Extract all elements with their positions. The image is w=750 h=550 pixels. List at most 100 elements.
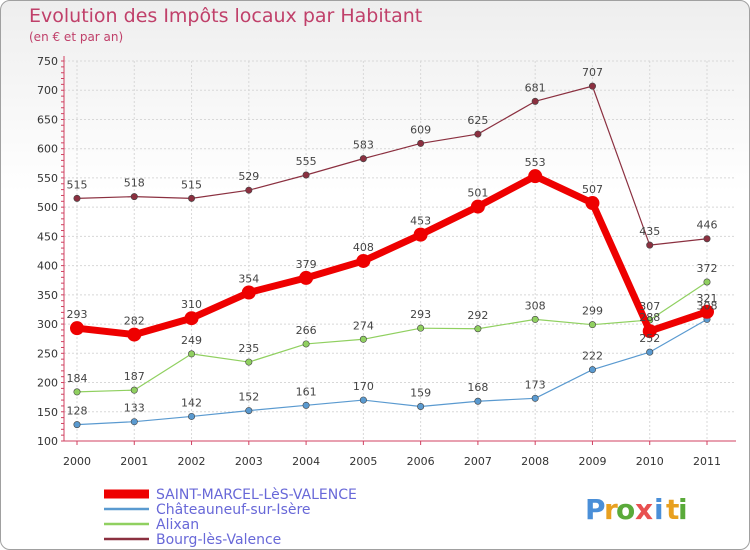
logo-letter: i: [654, 493, 664, 526]
series-point-2: [302, 340, 310, 348]
legend-label-3: Bourg-lès-Valence: [156, 532, 281, 548]
data-label-2: 266: [296, 324, 317, 337]
series-point-2: [588, 321, 596, 329]
data-label-2: 307: [639, 300, 660, 313]
data-label-0: 310: [181, 298, 202, 311]
x-tick-label: 2005: [349, 455, 377, 468]
series-point-0: [184, 311, 199, 326]
data-label-3: 518: [124, 177, 145, 190]
series-layer: [70, 82, 714, 429]
series-point-2: [417, 324, 425, 332]
y-tick-label: 200: [37, 377, 58, 390]
series-point-2: [531, 315, 539, 323]
data-label-0: 354: [238, 273, 259, 286]
series-point-0: [585, 196, 600, 211]
data-label-2: 292: [467, 309, 488, 322]
data-label-2: 372: [697, 262, 718, 275]
axes: 100 150 200 250 300 350 400 450 500 550 600 650 700 7…: [37, 55, 736, 468]
x-tick-label: 2006: [407, 455, 435, 468]
data-label-2: 187: [124, 370, 145, 383]
series-point-1: [588, 366, 596, 374]
data-label-0: 293: [67, 308, 88, 321]
series-point-2: [245, 358, 253, 366]
series-point-1: [188, 412, 196, 420]
series-point-3: [588, 82, 596, 90]
data-label-1: 128: [67, 405, 88, 418]
data-label-3: 435: [639, 225, 660, 238]
data-label-1: 133: [124, 402, 145, 415]
y-tick-label: 250: [37, 347, 58, 360]
x-tick-label: 2002: [178, 455, 206, 468]
series-point-0: [700, 304, 714, 319]
logo-letter: x: [635, 493, 653, 526]
legend-label-0: SAINT-MARCEL-LèS-VALENCE: [156, 487, 357, 503]
data-label-1: 308: [697, 299, 718, 312]
data-label-2: 184: [67, 372, 88, 385]
y-tick-label: 650: [37, 113, 58, 126]
proxiti-logo: Pro x i ti: [585, 493, 688, 526]
x-tick-label: 2010: [636, 455, 664, 468]
series-point-2: [130, 386, 138, 394]
series-point-2: [703, 278, 711, 286]
logo-letter: r: [604, 493, 618, 526]
data-label-1: 252: [639, 332, 660, 345]
series-point-2: [73, 388, 81, 396]
series-point-3: [302, 171, 310, 179]
y-tick-label: 750: [37, 55, 58, 68]
series-point-2: [474, 325, 482, 333]
x-tick-label: 2008: [521, 455, 549, 468]
data-label-1: 170: [353, 380, 374, 393]
data-label-0: 379: [296, 258, 317, 271]
data-label-2: 235: [238, 342, 259, 355]
data-label-2: 274: [353, 319, 374, 332]
data-label-2: 249: [181, 334, 202, 347]
series-point-0: [413, 227, 428, 242]
data-label-3: 515: [181, 178, 202, 191]
data-label-3: 707: [582, 66, 603, 79]
series-point-0: [528, 169, 543, 184]
y-tick-label: 550: [37, 172, 58, 185]
data-label-0: 501: [467, 187, 488, 200]
data-label-1: 152: [238, 391, 259, 404]
series-point-0: [299, 270, 314, 285]
data-label-0: 408: [353, 241, 374, 254]
series-point-1: [359, 396, 367, 404]
data-label-2: 308: [525, 299, 546, 312]
y-tick-label: 350: [37, 289, 58, 302]
series-line-0: [76, 172, 709, 339]
data-label-0: 507: [582, 183, 603, 196]
series-point-0: [642, 324, 657, 339]
series-point-1: [474, 397, 482, 405]
data-label-1: 222: [582, 350, 603, 363]
data-label-0: 453: [410, 215, 431, 228]
data-label-3: 681: [525, 81, 546, 94]
data-label-2: 299: [582, 305, 603, 318]
data-labels: 515 518 515 529 555 583 609 625 681 707 435 446 128 1…: [67, 66, 718, 417]
series-point-3: [359, 155, 367, 163]
data-label-0: 288: [639, 311, 660, 324]
series-point-1: [245, 407, 253, 415]
data-label-2: 293: [410, 308, 431, 321]
y-tick-label: 100: [37, 435, 58, 448]
x-tick-label: 2011: [693, 455, 721, 468]
series-point-1: [531, 394, 539, 402]
data-label-3: 515: [67, 178, 88, 191]
series-line-2: [76, 281, 708, 393]
data-label-3: 583: [353, 139, 374, 152]
series-point-2: [188, 350, 196, 358]
legend-label-2: Alixan: [156, 517, 199, 533]
grid-lines: [64, 60, 736, 442]
data-label-1: 168: [467, 381, 488, 394]
series-point-3: [188, 194, 196, 202]
series-point-1: [646, 348, 654, 356]
data-label-3: 555: [296, 155, 317, 168]
data-label-1: 159: [410, 387, 431, 400]
data-label-3: 446: [697, 219, 718, 232]
series-point-1: [130, 418, 138, 426]
y-tick-label: 400: [37, 260, 58, 273]
chart-subtitle: (en € et par an): [29, 30, 124, 44]
legend: SAINT-MARCEL-LèS-VALENCEChâteauneuf-sur-…: [104, 487, 357, 548]
chart-title: Evolution des Impôts locaux par Habitant: [29, 5, 423, 27]
x-tick-label: 2001: [120, 455, 148, 468]
x-tick-label: 2003: [235, 455, 263, 468]
